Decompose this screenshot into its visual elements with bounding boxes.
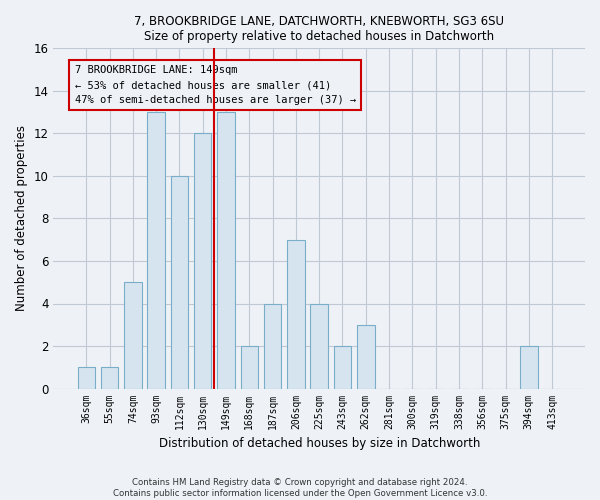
- Bar: [148, 112, 165, 388]
- X-axis label: Distribution of detached houses by size in Datchworth: Distribution of detached houses by size …: [158, 437, 480, 450]
- Bar: [264, 304, 281, 388]
- Bar: [287, 240, 305, 388]
- Bar: [334, 346, 351, 389]
- Bar: [241, 346, 258, 389]
- Title: 7, BROOKBRIDGE LANE, DATCHWORTH, KNEBWORTH, SG3 6SU
Size of property relative to: 7, BROOKBRIDGE LANE, DATCHWORTH, KNEBWOR…: [134, 15, 504, 43]
- Bar: [520, 346, 538, 389]
- Bar: [124, 282, 142, 389]
- Bar: [357, 325, 374, 388]
- Bar: [310, 304, 328, 388]
- Text: 7 BROOKBRIDGE LANE: 149sqm
← 53% of detached houses are smaller (41)
47% of semi: 7 BROOKBRIDGE LANE: 149sqm ← 53% of deta…: [74, 66, 356, 105]
- Bar: [77, 368, 95, 388]
- Bar: [101, 368, 118, 388]
- Bar: [217, 112, 235, 388]
- Bar: [194, 134, 211, 388]
- Y-axis label: Number of detached properties: Number of detached properties: [15, 126, 28, 312]
- Text: Contains HM Land Registry data © Crown copyright and database right 2024.
Contai: Contains HM Land Registry data © Crown c…: [113, 478, 487, 498]
- Bar: [171, 176, 188, 388]
